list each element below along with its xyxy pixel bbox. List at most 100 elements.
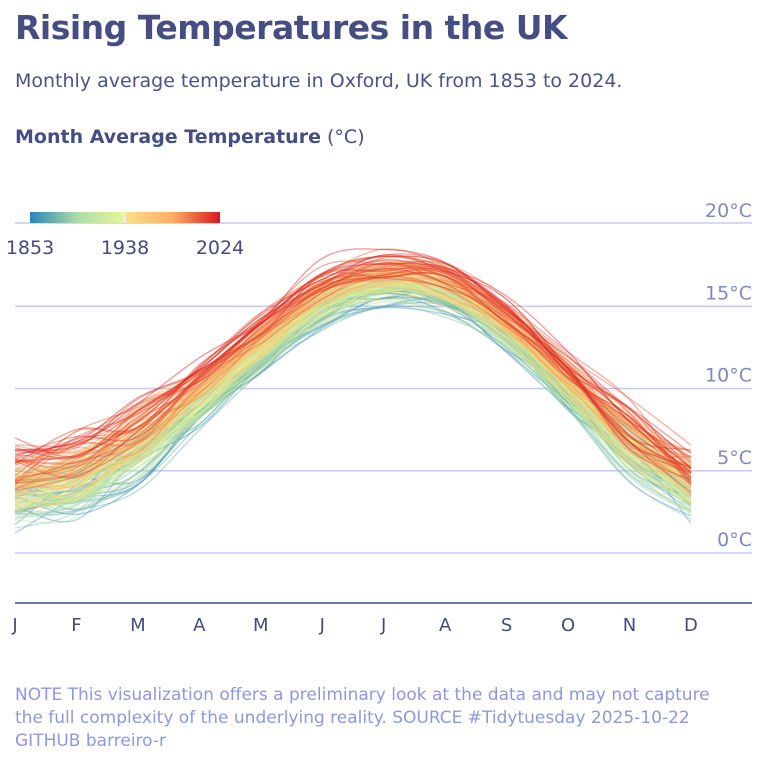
year-line-1874 (14, 286, 692, 481)
year-line-1959 (14, 273, 692, 496)
year-line-1967 (14, 275, 692, 490)
year-line-2019 (14, 254, 692, 475)
year-line-1946 (14, 269, 692, 487)
year-line-1863 (14, 306, 692, 523)
year-line-1945 (14, 273, 692, 485)
year-line-1988 (14, 272, 692, 482)
x-tick-label: D (684, 615, 698, 636)
year-line-1998 (14, 272, 692, 470)
year-line-2015 (14, 265, 692, 465)
x-tick-label: O (561, 615, 575, 636)
year-line-1973 (14, 267, 692, 497)
year-line-1884 (14, 282, 692, 493)
x-tick-label: A (193, 615, 206, 636)
year-line-2011 (14, 272, 692, 479)
x-tick-label: F (71, 615, 81, 636)
chart-subtitle: Monthly average temperature in Oxford, U… (15, 70, 623, 92)
year-line-1978 (14, 267, 692, 497)
year-line-2000 (14, 263, 692, 485)
y-tick-label: 15°C (705, 282, 752, 304)
year-line-1939 (14, 273, 692, 503)
y-axis-label-unit: (°C) (327, 126, 365, 148)
year-line-1865 (14, 285, 692, 498)
year-line-1929 (14, 274, 692, 483)
year-line-1891 (14, 290, 692, 515)
legend-label-2024: 2024 (196, 237, 244, 259)
year-line-2022 (14, 268, 692, 469)
year-line-1947 (14, 293, 692, 514)
legend-label-1938: 1938 (101, 237, 149, 259)
year-line-2005 (14, 275, 692, 492)
year-line-1921 (14, 278, 692, 487)
year-line-1890 (14, 282, 692, 507)
year-line-1902 (14, 289, 692, 524)
year-line-2024 (14, 248, 692, 469)
year-line-2008 (14, 260, 692, 484)
year-line-1876 (14, 287, 692, 504)
year-line-2003 (14, 264, 692, 459)
year-line-1968 (14, 271, 692, 487)
year-line-1907 (14, 292, 692, 520)
year-line-2020 (14, 259, 692, 462)
year-line-1980 (14, 267, 692, 469)
year-line-1950 (14, 285, 692, 502)
year-line-1976 (14, 260, 692, 475)
year-line-1854 (14, 287, 692, 515)
year-line-1912 (14, 282, 692, 506)
year-line-1916 (14, 281, 692, 501)
year-line-1944 (14, 271, 692, 486)
year-line-2021 (14, 255, 692, 455)
year-line-1901 (14, 279, 692, 508)
year-line-1952 (14, 272, 692, 490)
year-line-1924 (14, 284, 692, 511)
year-line-2018 (14, 253, 692, 461)
year-line-1893 (14, 300, 692, 506)
year-line-1862 (14, 289, 692, 526)
year-line-1999 (14, 260, 692, 488)
year-line-1997 (14, 255, 692, 485)
year-line-1927 (14, 279, 692, 503)
year-line-1930 (14, 294, 692, 514)
year-line-1953 (14, 291, 692, 508)
year-line-1956 (14, 283, 692, 494)
year-line-1933 (14, 282, 692, 516)
year-line-2023 (14, 262, 692, 473)
year-line-1906 (14, 276, 692, 506)
year-line-1868 (14, 288, 692, 505)
year-line-1888 (14, 278, 692, 483)
year-line-1909 (14, 285, 692, 498)
legend-bar-early (30, 212, 124, 223)
year-line-1857 (14, 290, 692, 493)
year-line-1904 (14, 280, 692, 505)
y-tick-label: 5°C (717, 447, 752, 469)
year-line-1903 (14, 281, 692, 511)
year-line-2012 (14, 255, 692, 485)
year-line-1934 (14, 271, 692, 511)
year-line-1932 (14, 275, 692, 506)
year-line-1972 (14, 269, 692, 490)
year-line-1983 (14, 269, 692, 478)
year-line-1914 (14, 286, 692, 514)
year-line-1985 (14, 262, 692, 489)
x-tick-label: J (319, 615, 325, 636)
year-line-1925 (14, 279, 692, 498)
year-line-1975 (14, 278, 692, 496)
color-legend: 1853 1938 2024 (6, 212, 752, 259)
year-line-1887 (14, 288, 692, 500)
y-tick-label: 20°C (705, 200, 752, 222)
year-line-1962 (14, 272, 692, 500)
year-line-2002 (14, 271, 692, 466)
year-line-1943 (14, 286, 692, 504)
year-line-1936 (14, 270, 692, 497)
year-line-1969 (14, 275, 692, 497)
x-tick-label: J (380, 615, 386, 636)
legend-label-1853: 1853 (6, 237, 54, 259)
year-line-1986 (14, 264, 692, 466)
x-tick-label: M (253, 615, 269, 636)
year-line-1908 (14, 279, 692, 493)
year-line-1860 (14, 290, 692, 517)
year-line-1987 (14, 278, 692, 491)
year-line-1931 (14, 283, 692, 506)
year-line-2001 (14, 263, 692, 485)
